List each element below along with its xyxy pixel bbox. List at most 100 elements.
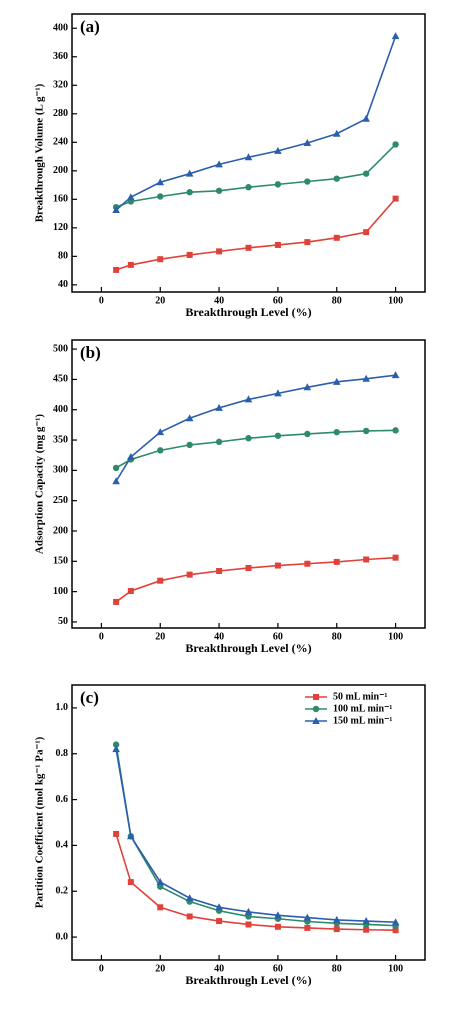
data-point xyxy=(274,911,282,919)
data-point xyxy=(127,193,135,201)
y-tick-label: 200 xyxy=(53,525,68,536)
y-tick-label: 240 xyxy=(53,137,68,148)
data-point xyxy=(112,741,120,748)
y-tick-label: 320 xyxy=(53,80,68,91)
y-tick-label: 0.0 xyxy=(56,931,69,942)
y-tick-label: 40 xyxy=(58,279,68,290)
x-tick-label: 0 xyxy=(99,631,104,642)
data-point xyxy=(333,428,340,436)
data-point xyxy=(363,926,370,933)
data-point xyxy=(362,374,370,382)
data-point xyxy=(112,745,120,753)
data-point xyxy=(186,571,193,578)
data-point xyxy=(186,251,193,258)
data-point xyxy=(333,234,340,241)
data-point xyxy=(216,568,223,575)
panel-label: (b) xyxy=(80,343,101,362)
x-axis-title: Breakthrough Level (%) xyxy=(185,305,311,319)
series-line xyxy=(115,374,396,482)
x-axis-title: Breakthrough Level (%) xyxy=(185,641,311,655)
data-point xyxy=(215,160,223,168)
x-tick-label: 20 xyxy=(155,295,165,306)
y-tick-label: 400 xyxy=(53,404,68,415)
data-point xyxy=(304,560,311,567)
x-tick-label: 40 xyxy=(214,295,224,306)
x-tick-label: 60 xyxy=(273,295,283,306)
y-tick-label: 500 xyxy=(53,343,68,354)
series-line xyxy=(115,744,396,927)
data-point xyxy=(362,114,370,122)
data-point xyxy=(333,558,340,565)
data-point xyxy=(127,453,135,461)
y-axis-title: Adsorption Capacity (mg g⁻¹) xyxy=(34,414,46,555)
y-tick-label: 400 xyxy=(53,23,68,34)
data-point xyxy=(185,169,194,177)
panel-label: (c) xyxy=(80,688,99,707)
data-point xyxy=(186,913,193,920)
x-tick-label: 0 xyxy=(99,295,104,306)
data-point xyxy=(245,244,252,251)
data-point xyxy=(186,441,193,449)
data-point xyxy=(245,184,252,191)
data-point xyxy=(392,554,399,561)
data-point xyxy=(245,564,252,571)
data-point xyxy=(185,414,194,422)
y-tick-label: 1.0 xyxy=(56,702,69,713)
y-axis-title: Partition Coefficient (mol kg⁻¹ Pa⁻¹) xyxy=(34,736,46,908)
plot-frame xyxy=(71,339,426,629)
data-point xyxy=(304,239,311,246)
data-point xyxy=(303,383,312,391)
x-tick-label: 100 xyxy=(388,295,403,306)
y-axis-title: Breakthrough Volume (L g⁻¹) xyxy=(34,83,46,222)
x-tick-label: 20 xyxy=(155,631,165,642)
data-point xyxy=(245,921,252,928)
data-point xyxy=(216,918,223,925)
data-point xyxy=(113,266,120,273)
data-point xyxy=(332,915,341,923)
data-point xyxy=(362,427,370,435)
data-point xyxy=(274,241,281,248)
data-point xyxy=(244,153,253,161)
x-tick-label: 0 xyxy=(99,963,104,974)
x-tick-label: 60 xyxy=(273,631,283,642)
data-point xyxy=(157,256,164,263)
data-point xyxy=(332,377,341,385)
data-point xyxy=(362,170,370,177)
data-point xyxy=(157,447,164,454)
y-tick-label: 160 xyxy=(53,194,68,205)
data-point xyxy=(363,229,370,236)
data-point xyxy=(303,913,312,921)
data-point xyxy=(392,427,399,434)
data-point xyxy=(215,187,223,194)
data-point xyxy=(185,894,194,902)
data-point xyxy=(112,477,120,485)
data-point xyxy=(304,924,311,931)
legend-marker xyxy=(312,705,320,713)
y-tick-label: 280 xyxy=(53,108,68,119)
data-point xyxy=(333,926,340,933)
data-point xyxy=(304,430,311,438)
data-point xyxy=(303,139,312,147)
panel-label: (a) xyxy=(80,17,100,36)
legend-label: 100 mL min⁻¹ xyxy=(333,703,392,714)
x-tick-label: 60 xyxy=(273,963,283,974)
legend-label: 150 mL min⁻¹ xyxy=(333,715,392,726)
x-tick-label: 40 xyxy=(214,963,224,974)
legend-label: 50 mL min⁻¹ xyxy=(333,691,387,702)
data-point xyxy=(113,598,120,605)
data-point xyxy=(127,261,134,268)
data-point xyxy=(156,428,165,436)
plot-frame xyxy=(71,13,426,293)
data-point xyxy=(363,556,370,563)
data-point xyxy=(156,878,165,886)
data-point xyxy=(244,395,253,403)
data-point xyxy=(112,464,120,472)
data-point xyxy=(244,907,253,915)
data-point xyxy=(274,562,281,569)
data-point xyxy=(127,879,134,886)
x-tick-label: 100 xyxy=(388,631,403,642)
data-point xyxy=(156,178,165,186)
series-line xyxy=(115,749,396,923)
data-point xyxy=(157,577,164,584)
